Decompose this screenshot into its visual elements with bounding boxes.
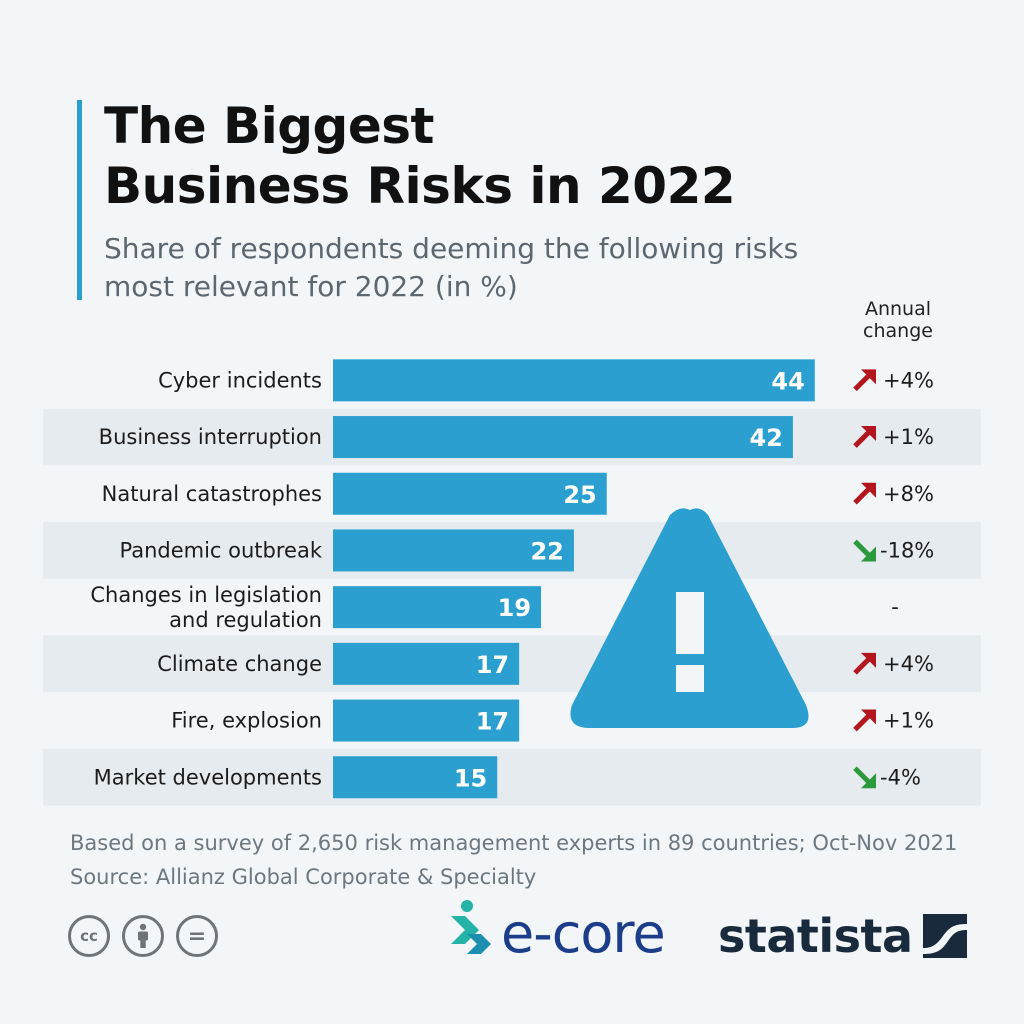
arrow-up-head-icon <box>861 482 876 498</box>
arrow-down-head-icon <box>861 773 876 789</box>
title-line-1: The Biggest <box>104 97 434 155</box>
bar-value-label: 15 <box>454 764 487 792</box>
bar <box>333 529 574 572</box>
row-background <box>43 748 981 806</box>
attribution-icon[interactable] <box>122 915 164 957</box>
arrow-up-head-icon <box>861 709 876 725</box>
annual-change-label: - <box>891 595 899 619</box>
category-label: Pandemic outbreak <box>119 538 322 562</box>
subtitle-line-2: most relevant for 2022 (in %) <box>104 270 518 303</box>
bar <box>333 359 815 402</box>
survey-note: Based on a survey of 2,650 risk manageme… <box>70 831 958 855</box>
title-accent-bar <box>77 100 82 300</box>
category-label: Fire, explosion <box>171 709 322 733</box>
footnote: Based on a survey of 2,650 risk manageme… <box>70 826 990 894</box>
subtitle-line-1: Share of respondents deeming the followi… <box>104 232 799 265</box>
bar-value-label: 19 <box>498 594 531 622</box>
bar-value-label: 17 <box>476 651 509 679</box>
arrow-up-head-icon <box>861 426 876 442</box>
chart-title: The Biggest Business Risks in 2022 <box>104 96 984 216</box>
bar-value-label: 44 <box>771 367 804 395</box>
bar <box>333 756 498 799</box>
annual-change-label: +4% <box>883 652 934 676</box>
category-label: Business interruption <box>99 425 322 449</box>
statista-logo[interactable]: statista <box>718 905 967 967</box>
title-line-2: Business Risks in 2022 <box>104 157 736 215</box>
category-label: Natural catastrophes <box>102 482 322 506</box>
annual-change-label: +1% <box>883 425 934 449</box>
warning-icon-dot <box>676 665 704 692</box>
ecore-mark-icon <box>451 900 491 954</box>
category-label: Changes in legislation and regulation <box>90 583 322 632</box>
ecore-wordmark: e-core <box>501 901 666 965</box>
arrow-up-head-icon <box>861 652 876 668</box>
arrow-down-head-icon <box>861 546 876 562</box>
bar <box>333 699 520 742</box>
annual-change-label: -18% <box>880 538 934 562</box>
bar <box>333 586 542 629</box>
category-label: Climate change <box>157 652 322 676</box>
license-icons: cc = <box>68 915 218 965</box>
source-note: Source: Allianz Global Corporate & Speci… <box>70 865 537 889</box>
annual-change-label: +4% <box>883 368 934 392</box>
annual-change-label: -4% <box>880 765 921 789</box>
bar-value-label: 25 <box>563 481 596 509</box>
ecore-logo[interactable]: e-core <box>445 898 666 968</box>
warning-icon-bar <box>676 592 704 654</box>
statista-mark-icon <box>922 914 967 958</box>
annual-change-header-line-1: Annual <box>864 298 932 320</box>
annual-change-header: Annual change <box>838 298 958 342</box>
bar <box>333 642 520 685</box>
bar-value-label: 22 <box>530 537 563 565</box>
chart-subtitle: Share of respondents deeming the followi… <box>104 230 984 306</box>
no-derivatives-icon[interactable]: = <box>176 915 218 957</box>
statista-wordmark: statista <box>718 909 913 963</box>
cc-icon[interactable]: cc <box>68 915 110 957</box>
category-label: Cyber incidents <box>158 368 322 392</box>
annual-change-label: +8% <box>883 482 934 506</box>
bar <box>333 472 607 515</box>
category-label: Market developments <box>94 765 322 789</box>
arrow-up-head-icon <box>861 369 876 385</box>
bar-value-label: 17 <box>476 708 509 736</box>
annual-change-header-line-2: change <box>863 320 933 342</box>
bar <box>333 416 793 459</box>
bar-value-label: 42 <box>749 424 782 452</box>
annual-change-label: +1% <box>883 709 934 733</box>
